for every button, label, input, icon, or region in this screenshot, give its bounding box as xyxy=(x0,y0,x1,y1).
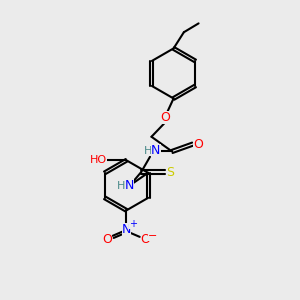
Text: S: S xyxy=(167,166,175,178)
Text: O: O xyxy=(102,233,112,246)
Text: H: H xyxy=(117,181,125,191)
Text: O: O xyxy=(141,233,151,246)
Text: N: N xyxy=(125,179,134,192)
Text: H: H xyxy=(143,146,152,156)
Text: N: N xyxy=(122,223,131,236)
Text: −: − xyxy=(148,231,157,241)
Text: O: O xyxy=(160,111,170,124)
Text: N: N xyxy=(151,144,160,157)
Text: HO: HO xyxy=(90,155,107,165)
Text: +: + xyxy=(129,219,137,229)
Text: O: O xyxy=(193,138,203,151)
